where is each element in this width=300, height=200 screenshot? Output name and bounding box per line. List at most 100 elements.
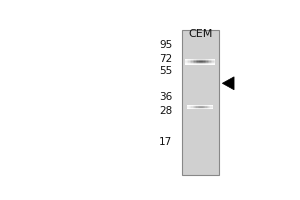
Bar — [212, 60, 214, 61]
Bar — [197, 64, 199, 65]
Text: 36: 36 — [159, 92, 172, 102]
Bar — [209, 59, 211, 60]
Bar — [214, 60, 215, 61]
Bar — [203, 63, 205, 64]
Bar — [187, 63, 188, 64]
Bar — [196, 62, 197, 63]
Bar — [212, 63, 214, 64]
Bar — [200, 59, 202, 60]
Bar — [187, 59, 188, 60]
Bar — [187, 60, 188, 61]
Bar — [199, 61, 200, 62]
Bar — [203, 64, 205, 65]
Bar — [211, 63, 212, 64]
Bar — [193, 63, 194, 64]
Bar — [193, 60, 194, 61]
Bar — [196, 60, 197, 61]
Bar — [205, 61, 206, 62]
Bar — [196, 61, 197, 62]
Bar — [203, 59, 205, 60]
Bar — [194, 61, 196, 62]
Bar — [190, 63, 191, 64]
Bar — [194, 63, 196, 64]
Bar — [185, 63, 187, 64]
Bar — [191, 60, 193, 61]
Text: 17: 17 — [159, 137, 172, 147]
Bar — [212, 64, 214, 65]
Bar — [211, 59, 212, 60]
Bar — [200, 61, 202, 62]
Bar — [202, 60, 203, 61]
Bar — [194, 60, 196, 61]
Bar — [190, 64, 191, 65]
Bar — [199, 60, 200, 61]
Bar — [212, 62, 214, 63]
Bar — [206, 61, 208, 62]
Bar — [193, 64, 194, 65]
Bar — [188, 64, 190, 65]
Bar — [185, 60, 187, 61]
Bar — [208, 60, 209, 61]
Bar — [194, 62, 196, 63]
Bar — [202, 64, 203, 65]
Bar — [211, 61, 212, 62]
Bar — [194, 64, 196, 65]
Bar — [187, 62, 188, 63]
Bar — [191, 62, 193, 63]
Bar — [188, 61, 190, 62]
Bar — [191, 64, 193, 65]
Bar — [205, 63, 206, 64]
Bar — [197, 60, 199, 61]
Bar — [208, 61, 209, 62]
Bar — [182, 30, 219, 175]
Bar — [193, 59, 194, 60]
Bar — [185, 59, 187, 60]
Bar — [206, 63, 208, 64]
Bar — [199, 62, 200, 63]
Bar — [208, 62, 209, 63]
Bar — [202, 59, 203, 60]
Bar — [185, 62, 187, 63]
Bar — [187, 64, 188, 65]
Bar — [214, 62, 215, 63]
Bar — [197, 62, 199, 63]
Bar — [206, 64, 208, 65]
Bar — [209, 60, 211, 61]
Text: 28: 28 — [159, 106, 172, 116]
Bar — [188, 59, 190, 60]
Bar — [185, 64, 187, 65]
Text: CEM: CEM — [188, 29, 212, 39]
Bar — [214, 59, 215, 60]
Bar — [199, 63, 200, 64]
Bar — [200, 64, 202, 65]
Bar — [208, 63, 209, 64]
Bar — [185, 61, 187, 62]
Bar — [190, 61, 191, 62]
Bar — [196, 59, 197, 60]
Bar — [188, 62, 190, 63]
Bar — [206, 62, 208, 63]
Bar — [209, 64, 211, 65]
Bar — [212, 59, 214, 60]
Bar — [206, 60, 208, 61]
Bar — [200, 60, 202, 61]
Bar — [202, 61, 203, 62]
Bar — [188, 63, 190, 64]
Bar — [203, 62, 205, 63]
Bar — [202, 62, 203, 63]
Bar — [200, 63, 202, 64]
Text: 95: 95 — [159, 40, 172, 50]
Bar — [214, 64, 215, 65]
Bar — [187, 61, 188, 62]
Bar — [209, 63, 211, 64]
Bar — [190, 60, 191, 61]
Bar — [202, 63, 203, 64]
Bar — [203, 60, 205, 61]
Bar — [194, 59, 196, 60]
Bar — [214, 63, 215, 64]
Bar — [197, 59, 199, 60]
Bar — [211, 64, 212, 65]
Text: 72: 72 — [159, 54, 172, 64]
Bar — [208, 64, 209, 65]
Bar — [199, 64, 200, 65]
